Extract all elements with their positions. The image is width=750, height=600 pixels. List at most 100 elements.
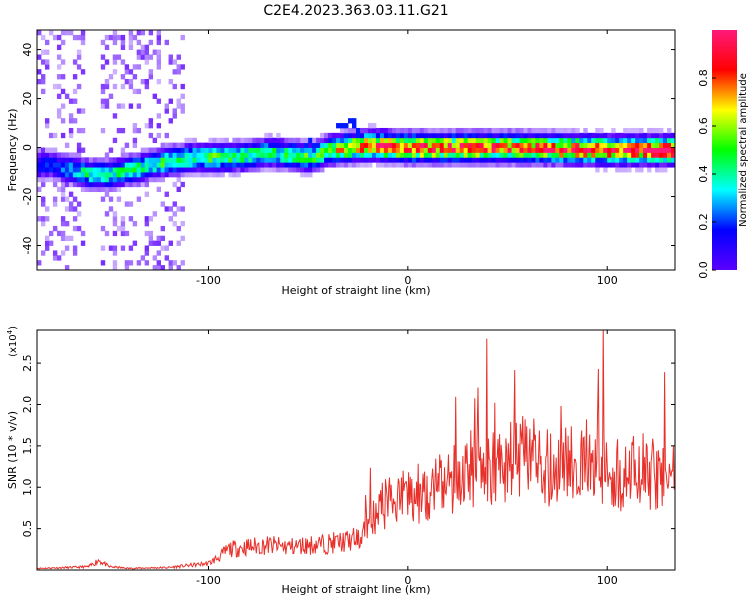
heatmap-cell [176, 98, 181, 104]
heatmap-cell [619, 137, 624, 144]
heatmap-cell [256, 142, 261, 148]
heatmap-cell [535, 147, 540, 153]
heatmap-cell [611, 152, 616, 158]
heatmap-cell [439, 127, 445, 134]
heatmap-cell [48, 162, 54, 168]
heatmap-cell [415, 147, 421, 153]
heatmap-cell [659, 152, 664, 158]
heatmap-cell [328, 132, 333, 139]
heatmap-cell [40, 172, 46, 178]
heatmap-cell [56, 93, 62, 99]
heatmap-cell [503, 157, 508, 163]
heatmap-cell [188, 167, 193, 173]
heatmap-cell [120, 176, 126, 183]
heatmap-cell [507, 152, 512, 158]
heatmap-cell [84, 167, 90, 173]
heatmap-cell [583, 147, 588, 153]
heatmap-cell [80, 127, 86, 134]
heatmap-cell [563, 132, 568, 139]
heatmap-cell [156, 39, 162, 46]
heatmap-cell [391, 132, 397, 139]
heatmap-cell [403, 162, 409, 168]
heatmap-cell [631, 137, 636, 144]
heatmap-cell [244, 152, 249, 158]
heatmap-cell [76, 54, 82, 60]
heatmap-cell [583, 152, 588, 158]
heatmap-cell [120, 216, 126, 222]
heatmap-cell [236, 147, 241, 153]
heatmap-cell [443, 132, 449, 139]
heatmap-cell [627, 137, 632, 144]
heatmap-cell [611, 147, 616, 153]
heatmap-cell [232, 162, 237, 168]
heatmap-cell [375, 157, 381, 163]
heatmap-cell [272, 162, 277, 168]
heatmap-cell [160, 162, 165, 168]
heatmap-cell [104, 34, 110, 41]
heatmap-cell [308, 137, 313, 144]
heatmap-cell [587, 152, 592, 158]
colorbar-ticks: 0.00.20.40.60.8 [697, 69, 716, 279]
heatmap-cell [635, 152, 640, 158]
heatmap-cell [72, 74, 78, 80]
heatmap-cell [264, 162, 269, 168]
heatmap-cell [523, 142, 528, 148]
heatmap-cell [140, 167, 146, 173]
heatmap-cell [172, 83, 177, 90]
heatmap-cell [84, 162, 90, 168]
heatmap-cell [156, 113, 162, 119]
heatmap-cell [483, 152, 488, 158]
heatmap-cell [136, 152, 142, 158]
heatmap-cell [467, 162, 473, 168]
heatmap-cell [627, 147, 632, 153]
y-tick-label: 2.5 [21, 354, 34, 372]
heatmap-cell [391, 157, 397, 163]
heatmap-cell [527, 147, 532, 153]
heatmap-cell [431, 157, 437, 163]
heatmap-cell [320, 167, 325, 173]
heatmap-cell [443, 152, 449, 158]
heatmap-cell [92, 167, 98, 173]
heatmap-cell [659, 132, 664, 139]
heatmap-cell [68, 191, 74, 197]
heatmap-cell [232, 167, 237, 173]
heatmap-cell [483, 157, 488, 163]
heatmap-cell [495, 157, 500, 163]
heatmap-cell [559, 152, 564, 158]
heatmap-cell [563, 127, 568, 134]
heatmap-cell [423, 137, 429, 144]
heatmap-cell [108, 245, 114, 251]
heatmap-cell [232, 137, 237, 144]
heatmap-cell [216, 137, 221, 144]
heatmap-cell [116, 54, 122, 60]
heatmap-cell [280, 152, 285, 158]
heatmap-cell [212, 147, 217, 153]
heatmap-cell [387, 132, 393, 139]
heatmap-cell [272, 167, 277, 173]
heatmap-cell [244, 147, 249, 153]
y-tick-label: 0 [21, 144, 34, 151]
heatmap-cell [511, 162, 516, 168]
heatmap-cell [316, 157, 321, 163]
heatmap-cell [192, 172, 197, 178]
heatmap-cell [128, 245, 134, 251]
heatmap-cell [519, 127, 524, 134]
heatmap-cell [156, 78, 162, 85]
heatmap-cell [48, 176, 54, 183]
heatmap-cell [128, 152, 134, 158]
heatmap-cell [367, 147, 373, 153]
heatmap-cell [232, 147, 237, 153]
heatmap-cell [667, 152, 672, 158]
heatmap-cell [120, 181, 126, 188]
heatmap-cell [431, 162, 437, 168]
heatmap-cell [587, 147, 592, 153]
heatmap-cell [292, 142, 297, 148]
heatmap-cell [124, 167, 130, 173]
heatmap-cell [583, 142, 588, 148]
heatmap-cell [324, 137, 329, 144]
heatmap-cell [575, 162, 580, 168]
heatmap-cell [144, 83, 150, 90]
heatmap-cell [144, 176, 150, 183]
heatmap-cell [144, 172, 150, 178]
heatmap-cell [423, 157, 429, 163]
